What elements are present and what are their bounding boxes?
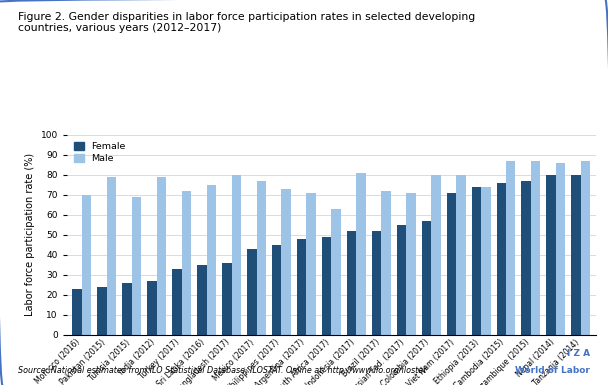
Bar: [257, 181, 266, 335]
Text: I Z A: I Z A: [567, 349, 590, 358]
Bar: [272, 245, 282, 335]
Bar: [322, 237, 331, 335]
Bar: [371, 231, 381, 335]
Text: Figure 2. Gender disparities in labor force participation rates in selected deve: Figure 2. Gender disparities in labor fo…: [18, 12, 475, 33]
Y-axis label: Labor force participation rate (%): Labor force participation rate (%): [25, 153, 35, 316]
Bar: [172, 269, 182, 335]
Bar: [197, 265, 207, 335]
Bar: [72, 289, 82, 335]
Bar: [556, 163, 565, 335]
Bar: [331, 209, 341, 335]
Bar: [147, 281, 157, 335]
Bar: [531, 161, 541, 335]
Bar: [472, 187, 481, 335]
Bar: [397, 225, 406, 335]
Bar: [182, 191, 191, 335]
Legend: Female, Male: Female, Male: [72, 139, 129, 166]
Text: Source: National estimates from ILO Statistical Database, ILOSTAT. Online at: ht: Source: National estimates from ILO Stat…: [18, 367, 426, 375]
Bar: [356, 173, 366, 335]
Bar: [297, 239, 306, 335]
Bar: [107, 177, 116, 335]
Bar: [522, 181, 531, 335]
Bar: [497, 183, 506, 335]
Bar: [82, 195, 91, 335]
Bar: [506, 161, 516, 335]
Bar: [232, 175, 241, 335]
Bar: [306, 193, 316, 335]
Bar: [282, 189, 291, 335]
Bar: [456, 175, 466, 335]
Bar: [122, 283, 132, 335]
Bar: [97, 287, 107, 335]
Bar: [581, 161, 590, 335]
Bar: [547, 175, 556, 335]
Bar: [447, 193, 456, 335]
Bar: [406, 193, 416, 335]
Bar: [132, 197, 141, 335]
Bar: [347, 231, 356, 335]
Bar: [247, 249, 257, 335]
Bar: [381, 191, 391, 335]
Bar: [157, 177, 166, 335]
Bar: [207, 185, 216, 335]
Bar: [481, 187, 491, 335]
Bar: [431, 175, 441, 335]
Bar: [422, 221, 431, 335]
Bar: [572, 175, 581, 335]
Text: World of Labor: World of Labor: [515, 367, 590, 375]
Bar: [222, 263, 232, 335]
